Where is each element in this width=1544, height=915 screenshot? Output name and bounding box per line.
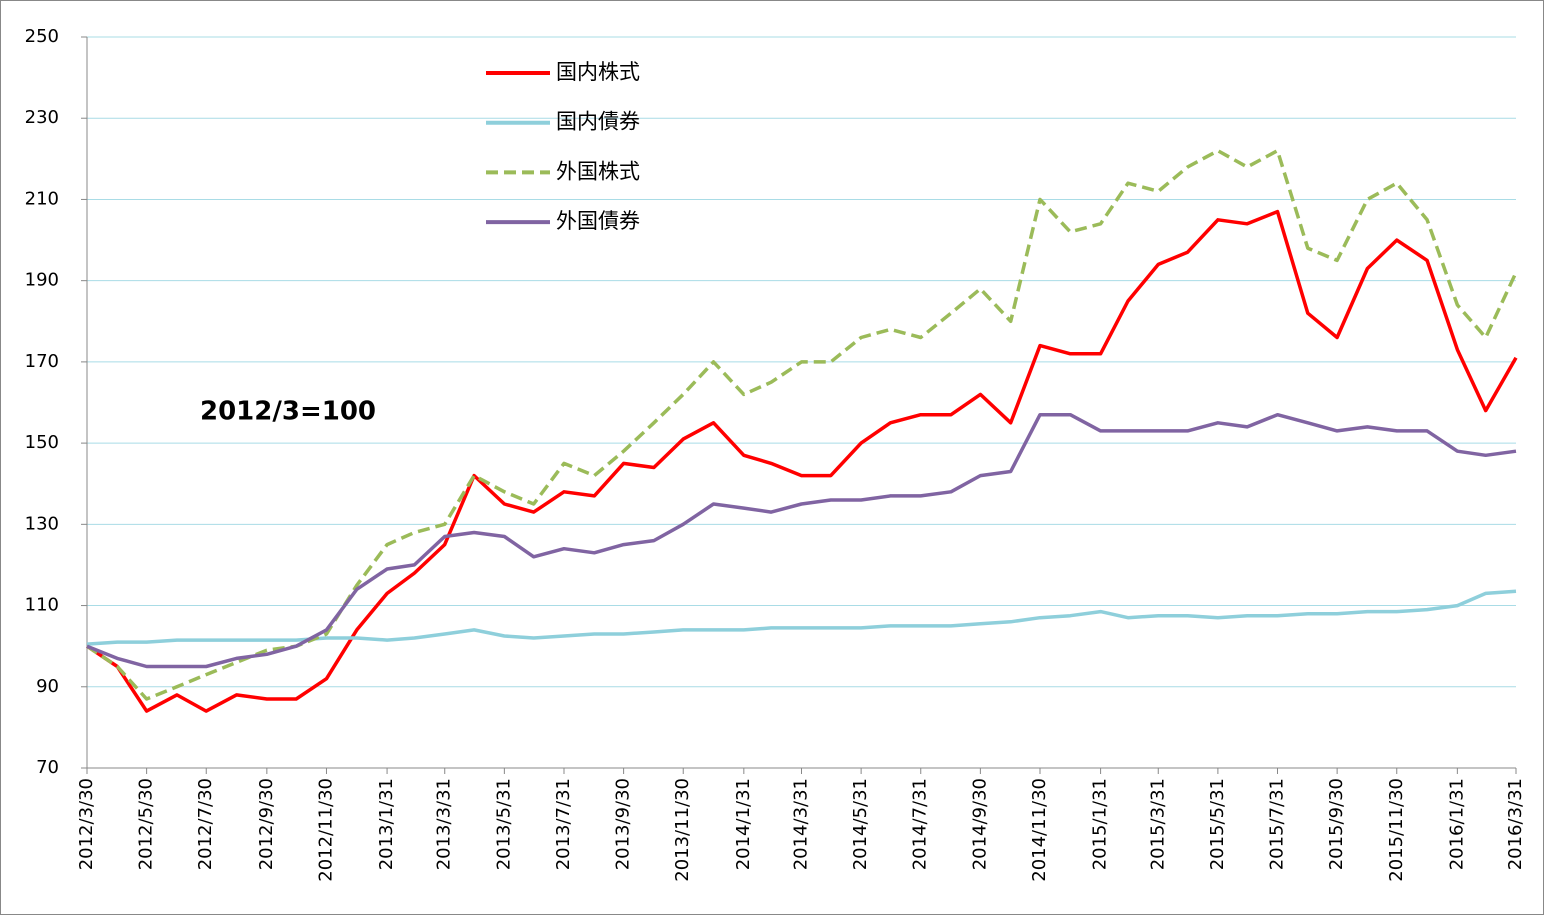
x-tick-label: 2014/11/30: [1029, 778, 1050, 882]
x-tick-label: 2016/1/31: [1446, 778, 1467, 870]
x-tick-label: 2016/3/31: [1505, 778, 1526, 870]
x-tick-label: 2013/9/30: [613, 778, 634, 870]
y-tick-label: 130: [25, 513, 59, 534]
x-tick-label: 2012/5/30: [136, 778, 157, 870]
x-tick-label: 2012/3/30: [76, 778, 97, 870]
x-tick-label: 2015/1/31: [1090, 778, 1111, 870]
legend-label: 外国株式: [556, 159, 640, 183]
x-tick-label: 2013/11/30: [672, 778, 693, 882]
series-line: [86, 209, 1518, 713]
series-line: [86, 412, 1517, 669]
y-tick-label: 150: [25, 432, 59, 453]
x-tick-label: 2014/1/31: [733, 778, 754, 870]
x-tick-label: 2012/9/30: [256, 778, 277, 870]
legend-label: 外国債券: [556, 209, 640, 233]
y-tick-label: 250: [25, 26, 59, 47]
annotation: 2012/3=100: [200, 397, 376, 427]
legend-label: 国内債券: [556, 110, 640, 134]
y-tick-label: 110: [25, 595, 59, 616]
series-line: [86, 589, 1517, 646]
x-tick-label: 2012/7/30: [195, 778, 216, 870]
x-tick-label: 2014/5/31: [850, 778, 871, 870]
x-tick-label: 2013/5/31: [493, 778, 514, 870]
y-tick-label: 210: [25, 188, 59, 209]
y-tick-label: 170: [25, 351, 59, 372]
x-tick-label: 2015/7/31: [1267, 778, 1288, 870]
x-tick-label: 2015/9/30: [1326, 778, 1347, 870]
legend-label: 国内株式: [556, 60, 640, 84]
x-tick-label: 2015/3/31: [1147, 778, 1168, 870]
x-tick-label: 2015/5/31: [1207, 778, 1228, 870]
y-tick-label: 90: [36, 676, 59, 697]
y-tick-label: 70: [36, 757, 59, 778]
y-tick-label: 230: [25, 107, 59, 128]
x-tick-label: 2013/7/31: [553, 778, 574, 870]
x-tick-label: 2013/3/31: [434, 778, 455, 870]
y-tick-label: 190: [25, 270, 59, 291]
x-tick-label: 2014/7/31: [910, 778, 931, 870]
x-tick-label: 2012/11/30: [315, 778, 336, 882]
x-tick-label: 2013/1/31: [376, 778, 397, 870]
series-line: [86, 148, 1518, 701]
x-tick-label: 2014/9/30: [969, 778, 990, 870]
x-tick-label: 2014/3/31: [791, 778, 812, 870]
x-tick-label: 2015/11/30: [1386, 778, 1407, 882]
